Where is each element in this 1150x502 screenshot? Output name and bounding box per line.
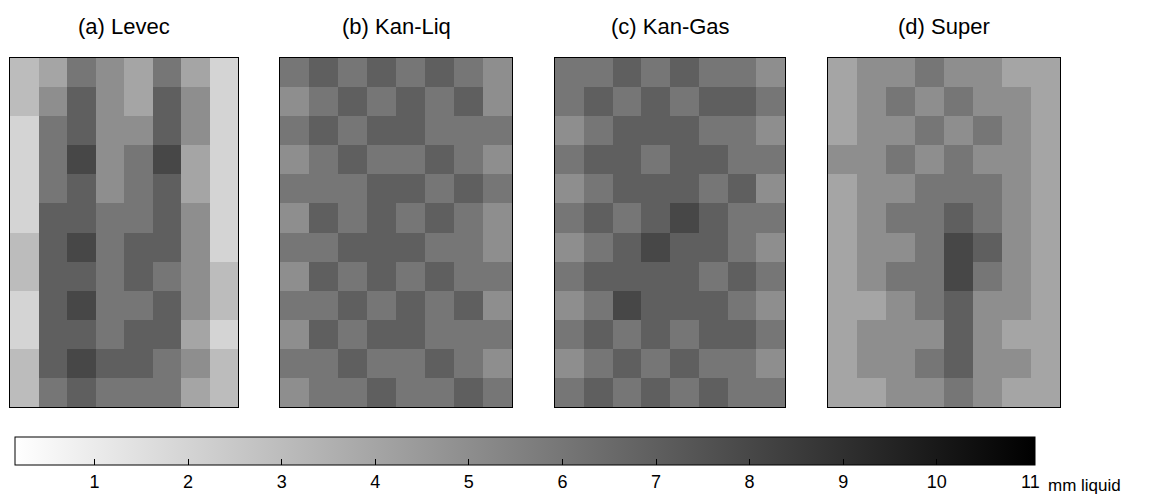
svg-text:(c) Kan-Gas: (c) Kan-Gas <box>611 14 730 39</box>
svg-text:1: 1 <box>90 472 100 492</box>
svg-text:6: 6 <box>557 472 567 492</box>
svg-text:4: 4 <box>370 472 380 492</box>
svg-text:(a) Levec: (a) Levec <box>78 14 170 39</box>
svg-text:(b) Kan-Liq: (b) Kan-Liq <box>342 14 451 39</box>
svg-text:2: 2 <box>183 472 193 492</box>
svg-text:7: 7 <box>651 472 661 492</box>
svg-text:3: 3 <box>277 472 287 492</box>
svg-text:(d) Super: (d) Super <box>898 14 990 39</box>
svg-text:10: 10 <box>927 472 947 492</box>
svg-text:11: 11 <box>1021 472 1040 492</box>
svg-text:9: 9 <box>838 472 848 492</box>
svg-text:5: 5 <box>464 472 474 492</box>
svg-text:8: 8 <box>745 472 755 492</box>
svg-text:mm liquid: mm liquid <box>1048 476 1121 495</box>
